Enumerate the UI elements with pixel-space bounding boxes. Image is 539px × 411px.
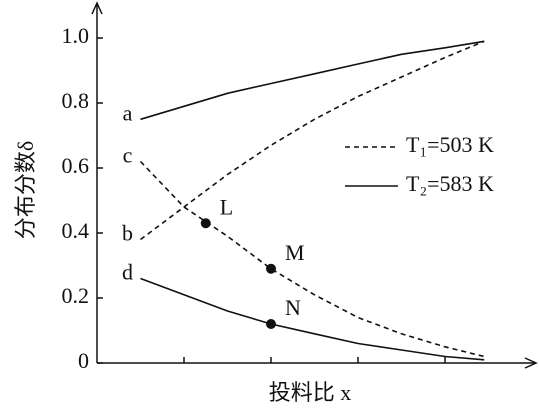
y-tick-label: 0 [78,348,89,373]
curve-label: c [123,143,133,168]
curve [140,40,485,241]
point [266,263,276,274]
y-tick-label: 1.0 [62,23,90,48]
curve [140,40,485,121]
point-label: N [285,295,301,320]
legend-label: T₁=503 K [406,132,494,157]
point [200,218,211,229]
y-tick-label: 0.2 [62,283,90,308]
legend-label: T₂=583 K [406,171,494,196]
point-label: L [220,194,233,219]
x-axis-arrow [524,357,538,369]
point-label: M [285,240,305,265]
curve-label: b [122,221,133,246]
curve [139,160,485,358]
y-axis-label: 分布分数δ [13,141,38,239]
y-axis-arrow [91,1,103,15]
y-tick-label: 0.6 [62,153,90,178]
x-axis-label: 投料比 x [269,380,352,405]
y-tick-label: 0.8 [62,88,90,113]
curve-label: a [123,100,133,125]
y-tick-label: 0.4 [62,218,90,243]
curve-label: d [122,260,133,285]
curve [140,277,485,361]
point [266,319,276,329]
